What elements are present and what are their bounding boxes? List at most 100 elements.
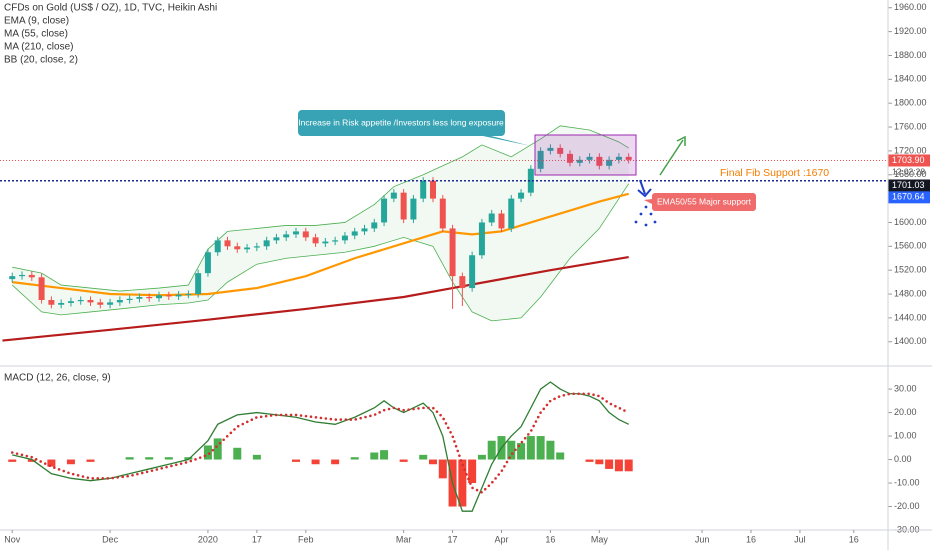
y-tick-label: -10.00 bbox=[894, 477, 920, 487]
consolidation-box bbox=[534, 134, 637, 176]
candle-body bbox=[97, 302, 104, 305]
x-tick-label: 16 bbox=[545, 534, 555, 544]
candle-body bbox=[214, 240, 221, 253]
candle-body bbox=[146, 297, 153, 299]
x-tick-label: Feb bbox=[298, 534, 314, 544]
histogram-bar bbox=[47, 459, 56, 467]
candle-body bbox=[586, 156, 593, 160]
candle-body bbox=[576, 159, 583, 163]
callout-text: Increase in Risk appetite /Investors les… bbox=[298, 117, 504, 127]
candle-body bbox=[400, 192, 407, 220]
candle-body bbox=[341, 235, 348, 241]
candle-body bbox=[312, 237, 319, 244]
candle-body bbox=[566, 153, 573, 163]
candle-body bbox=[77, 299, 84, 302]
candle-body bbox=[19, 274, 26, 277]
candle-body bbox=[156, 295, 163, 299]
candle-body bbox=[488, 213, 495, 223]
candle-body bbox=[625, 156, 632, 160]
candle-body bbox=[48, 299, 55, 305]
candle-body bbox=[557, 147, 564, 154]
histogram-bar bbox=[614, 459, 623, 472]
histogram-bar bbox=[487, 440, 496, 460]
x-tick-label: Jul bbox=[794, 534, 806, 544]
y-tick-label: 1960.00 bbox=[894, 2, 927, 12]
candle-body bbox=[478, 222, 485, 256]
candle-body bbox=[459, 276, 466, 289]
candle-body bbox=[253, 246, 260, 248]
x-tick-label: May bbox=[591, 534, 609, 544]
dot-pattern bbox=[634, 205, 657, 227]
overlay-line bbox=[11, 183, 630, 322]
candle-body bbox=[469, 255, 476, 289]
last-price-label: 1703.90 bbox=[892, 155, 925, 165]
y-tick-label: -20.00 bbox=[894, 501, 920, 511]
candle-body bbox=[351, 231, 358, 236]
macd-line bbox=[10, 392, 630, 494]
candle-body bbox=[224, 240, 231, 247]
candle-body bbox=[615, 156, 622, 160]
x-tick-label: 17 bbox=[448, 534, 458, 544]
histogram-bar bbox=[419, 454, 428, 460]
y-tick-label: 1720.00 bbox=[894, 145, 927, 155]
candle-body bbox=[322, 241, 329, 244]
histogram-bar bbox=[8, 459, 17, 462]
candle-body bbox=[527, 168, 534, 193]
price-marker-label: 1670.64 bbox=[892, 192, 925, 202]
candle-body bbox=[87, 299, 94, 303]
down-arrow-head bbox=[637, 188, 652, 198]
candle-body bbox=[273, 237, 280, 241]
candle-body bbox=[547, 147, 554, 151]
candle-body bbox=[381, 198, 388, 223]
histogram-bar bbox=[331, 459, 340, 465]
callout-box bbox=[298, 110, 531, 146]
x-tick-label: Mar bbox=[396, 534, 412, 544]
histogram-bar bbox=[233, 447, 242, 460]
x-tick-label: Jun bbox=[695, 534, 710, 544]
down-arrow bbox=[639, 179, 646, 195]
histogram-bar bbox=[145, 457, 154, 460]
candle-body bbox=[67, 301, 74, 303]
overlay-line bbox=[12, 192, 629, 297]
histogram-bar bbox=[428, 459, 437, 465]
price-marker-box bbox=[888, 179, 930, 192]
histogram-bar bbox=[125, 457, 134, 460]
y-tick-label: 1680.00 bbox=[894, 169, 927, 179]
x-tick-label: 16 bbox=[849, 534, 859, 544]
candle-body bbox=[449, 228, 456, 277]
histogram-bar bbox=[380, 450, 389, 460]
price-marker-box bbox=[888, 191, 930, 204]
candle-body bbox=[116, 299, 123, 303]
y-tick-label: 1400.00 bbox=[894, 336, 927, 346]
histogram-bar bbox=[585, 459, 594, 462]
histogram-bar bbox=[184, 457, 193, 460]
histogram-bar bbox=[536, 436, 545, 460]
histogram-bar bbox=[477, 454, 486, 460]
x-tick-label: Dec bbox=[102, 534, 119, 544]
candle-body bbox=[9, 276, 16, 280]
x-tick-label: Nov bbox=[4, 534, 21, 544]
y-tick-label: 30.00 bbox=[894, 383, 917, 393]
histogram-bar bbox=[311, 459, 320, 465]
up-arrow bbox=[659, 139, 684, 176]
candle-body bbox=[390, 192, 397, 199]
candle-body bbox=[302, 231, 309, 238]
last-price-box bbox=[888, 154, 930, 167]
countdown-label: 12:02:28 bbox=[892, 167, 925, 177]
x-tick-label: 2020 bbox=[198, 534, 218, 544]
support-callout-box bbox=[644, 193, 756, 211]
histogram-bar bbox=[517, 443, 526, 460]
y-tick-label: 1480.00 bbox=[894, 288, 927, 298]
histogram-bar bbox=[526, 436, 535, 460]
candle-body bbox=[234, 246, 241, 250]
candle-body bbox=[410, 198, 417, 220]
y-tick-label: 1800.00 bbox=[894, 98, 927, 108]
macd-panel: 30.00 20.00 10.00 0.00 -10.00 -20.00 -30.00 bbox=[8, 381, 920, 534]
y-tick-label: 1440.00 bbox=[894, 312, 927, 322]
histogram-bar bbox=[399, 459, 408, 462]
fib-text: Final Fib Support :1670 bbox=[720, 167, 829, 179]
candle-body bbox=[175, 294, 182, 297]
y-tick-label: 0.00 bbox=[894, 454, 912, 464]
candle-body bbox=[107, 302, 114, 305]
